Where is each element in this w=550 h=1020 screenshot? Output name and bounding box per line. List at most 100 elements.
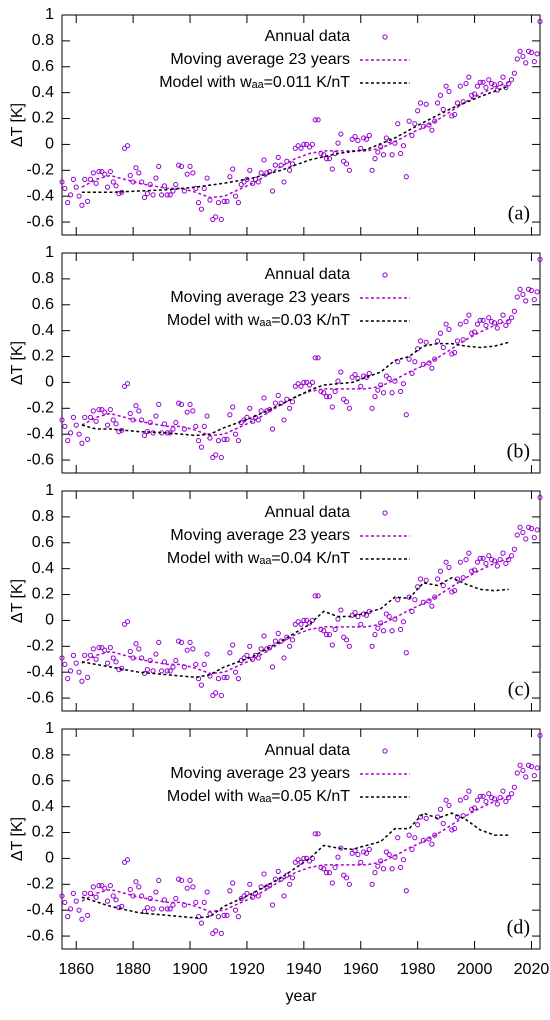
data-point [150, 668, 156, 674]
x-tick-label: 1980 [400, 961, 436, 978]
data-point [508, 553, 515, 559]
data-point [360, 135, 367, 141]
data-point [486, 791, 492, 797]
data-point [224, 674, 230, 680]
data-point [136, 408, 142, 414]
data-point [116, 904, 122, 911]
data-point [153, 651, 159, 657]
data-point [153, 413, 159, 419]
data-point [395, 359, 401, 365]
data-point [366, 132, 372, 138]
data-point [343, 161, 350, 167]
data-point [346, 405, 352, 411]
data-point [386, 375, 392, 382]
legend-label: Moving average 23 years [170, 765, 350, 782]
data-point [67, 192, 74, 198]
data-point [235, 914, 242, 920]
data-point [397, 626, 404, 633]
data-point [355, 137, 361, 144]
data-point [102, 171, 108, 177]
y-axis-label: ΔT [K] [9, 579, 26, 623]
data-point [403, 650, 409, 656]
data-point [158, 906, 165, 912]
data-point [82, 890, 88, 896]
data-point [96, 882, 102, 889]
data-point [400, 857, 407, 863]
data-point [432, 594, 438, 600]
data-point [161, 421, 168, 427]
data-point [400, 143, 407, 149]
data-point [358, 383, 364, 389]
data-point [227, 174, 233, 180]
data-point [531, 534, 537, 541]
data-point [104, 660, 111, 666]
data-point [221, 674, 227, 680]
data-point [198, 206, 205, 212]
data-point [491, 82, 498, 88]
data-point [193, 661, 199, 668]
data-point [247, 643, 253, 649]
data-point [432, 356, 438, 362]
data-point [380, 628, 387, 634]
data-point [358, 621, 364, 627]
data-point [218, 454, 224, 461]
data-point [463, 794, 469, 801]
data-point [87, 176, 94, 182]
data-point [221, 912, 227, 918]
data-point [531, 296, 537, 303]
data-point [321, 152, 327, 158]
series-line [81, 812, 509, 919]
data-point [469, 806, 475, 812]
data-point [164, 192, 170, 198]
data-point [124, 619, 131, 625]
data-point [491, 796, 498, 802]
data-point [514, 294, 520, 300]
data-point [534, 51, 540, 57]
data-point [70, 414, 76, 420]
data-point [397, 388, 404, 395]
data-point [343, 637, 350, 643]
legend-label: Annual data [265, 266, 351, 283]
data-point [241, 179, 247, 185]
data-point [195, 914, 202, 920]
data-point [187, 401, 193, 408]
data-point [511, 784, 517, 790]
data-point [375, 625, 381, 631]
x-tick-label: 1880 [115, 961, 151, 978]
data-point [235, 676, 242, 682]
data-point [389, 866, 395, 872]
data-point [210, 454, 216, 461]
data-point [457, 83, 463, 89]
data-point [500, 74, 506, 80]
data-point [85, 436, 91, 442]
data-point [526, 286, 532, 292]
y-tick-label: -0.6 [26, 689, 54, 706]
data-point [497, 318, 503, 325]
x-tick-label: 1860 [58, 961, 94, 978]
data-point [491, 558, 498, 564]
data-point [82, 414, 88, 420]
data-point [466, 312, 472, 318]
data-point [107, 168, 113, 175]
y-tick-label: 0.4 [32, 798, 54, 815]
data-point [292, 145, 298, 151]
data-point [497, 80, 503, 87]
data-point [360, 849, 367, 855]
data-point [141, 908, 148, 915]
data-point [523, 298, 529, 304]
data-point [82, 176, 88, 182]
data-point [107, 882, 113, 889]
data-point [73, 184, 79, 190]
data-point [417, 814, 424, 820]
data-point [150, 192, 156, 198]
data-point [161, 183, 168, 189]
data-point [136, 646, 142, 652]
data-point [133, 879, 139, 885]
data-point [244, 890, 250, 896]
data-point [526, 524, 532, 530]
y-tick-label: 0.4 [32, 84, 54, 101]
plot-frame [61, 728, 541, 950]
data-point [449, 589, 455, 595]
data-point [167, 668, 173, 674]
data-point [230, 880, 236, 886]
